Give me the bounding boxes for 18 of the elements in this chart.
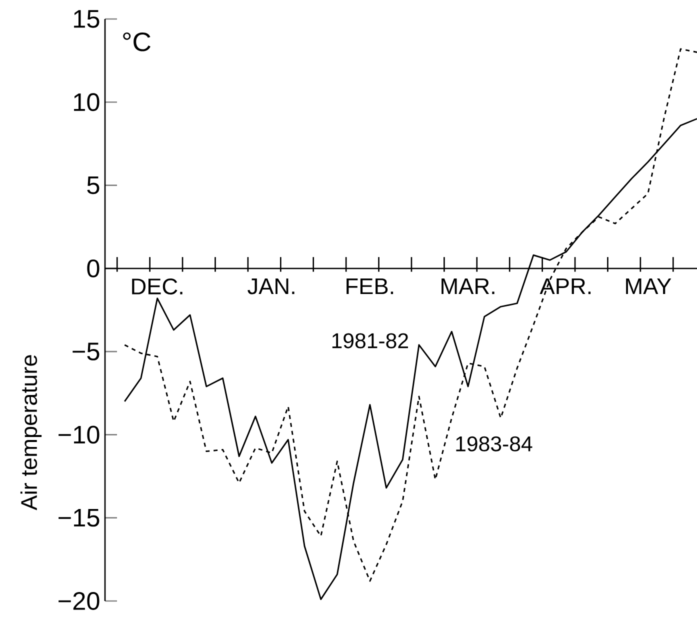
y-axis-title: Air temperature [20, 355, 42, 510]
x-tick-label: JAN. [248, 278, 294, 294]
x-tick-label: MAY [626, 278, 672, 294]
y-tick-label: 0 [87, 259, 100, 278]
y-tick-label: 5 [87, 176, 100, 194]
annotation: °C [123, 32, 150, 52]
y-tick-label: −15 [58, 509, 100, 527]
y-tick-label: −5 [72, 342, 100, 360]
y-tick-label: 10 [74, 93, 100, 112]
x-tick-label: FEB. [346, 278, 394, 294]
y-tick-label: 15 [74, 10, 100, 28]
y-tick-label: −20 [58, 592, 100, 610]
series-label: 1981-82 [332, 333, 408, 348]
series-label: 1983-84 [456, 436, 532, 452]
x-tick-label: APR. [540, 278, 591, 294]
x-tick-label: DEC. [132, 278, 182, 295]
x-tick-label: MAR. [442, 278, 494, 294]
y-tick-label: −10 [58, 426, 100, 444]
